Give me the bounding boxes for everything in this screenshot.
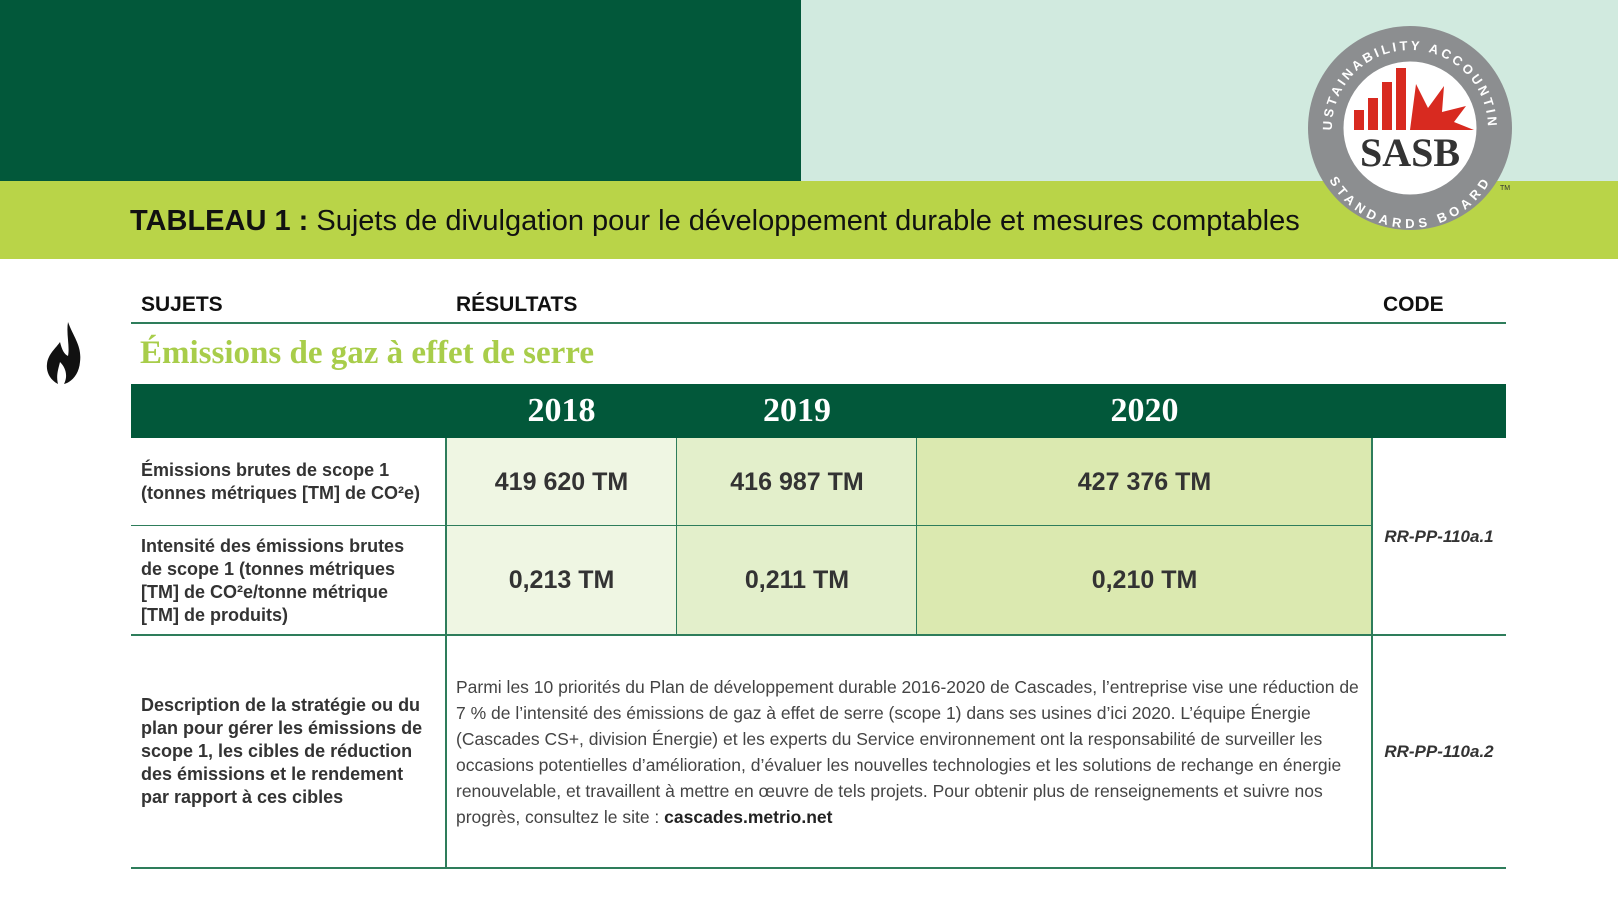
description-cell: Parmi les 10 priorités du Plan de dévelo…: [446, 635, 1372, 868]
year: 2018: [527, 392, 596, 429]
value: 427 376 TM: [1077, 467, 1212, 496]
section-title: Émissions de gaz à effet de serre: [140, 335, 594, 371]
rule: [676, 438, 677, 635]
year: 2019: [763, 392, 831, 429]
row-label: Intensité des émissions brutes de scope …: [141, 535, 405, 625]
rule: [131, 322, 1506, 324]
logo-bar: [1382, 82, 1392, 130]
col-topics: SUJETS: [141, 293, 223, 316]
col-results: RÉSULTATS: [456, 293, 578, 316]
title-text: Sujets de divulgation pour le développem…: [316, 205, 1300, 237]
logo-leaf: [1410, 84, 1474, 130]
rule: [1371, 438, 1373, 868]
year: 2020: [1110, 392, 1179, 429]
rule: [131, 867, 1506, 869]
value: 419 620 TM: [494, 467, 629, 496]
code: RR-PP-110a.1: [1384, 526, 1494, 546]
value: 0,211 TM: [744, 566, 850, 594]
rule: [445, 438, 447, 868]
description-link[interactable]: cascades.metrio.net: [664, 806, 833, 827]
bg-2019: [677, 438, 917, 635]
row-label: Émissions brutes de scope 1 (tonnes métr…: [141, 460, 421, 503]
title-bold: TABLEAU 1 :: [130, 205, 309, 237]
col-code: CODE: [1383, 293, 1444, 316]
rule: [131, 525, 1372, 526]
flame-icon: [46, 322, 81, 384]
logo-bar: [1396, 68, 1406, 130]
year-header: [131, 384, 1506, 438]
header-dark: [0, 0, 801, 181]
bg-2020: [917, 438, 1372, 635]
description-text: Parmi les 10 priorités du Plan de dévelo…: [456, 676, 1359, 827]
value: 0,213 TM: [508, 566, 615, 594]
table-title: TABLEAU 1 : Sujets de divulgation pour l…: [130, 205, 1300, 238]
bg-2018: [446, 438, 677, 635]
value: 416 987 TM: [730, 467, 864, 496]
logo-bar: [1368, 98, 1378, 130]
rule: [916, 438, 917, 635]
row-label: Description de la stratégie ou du plan p…: [141, 695, 423, 807]
code: RR-PP-110a.2: [1384, 741, 1494, 761]
value: 0,210 TM: [1091, 566, 1198, 594]
sasb-logo: SASB SUSTAINABILITY ACCOUNTING STANDARDS…: [1306, 24, 1512, 231]
rule: [131, 634, 1506, 636]
logo-name: SASB: [1360, 130, 1460, 175]
logo-bar: [1354, 110, 1364, 130]
logo-core: [1340, 58, 1480, 198]
logo-tm: TM: [1500, 185, 1510, 192]
